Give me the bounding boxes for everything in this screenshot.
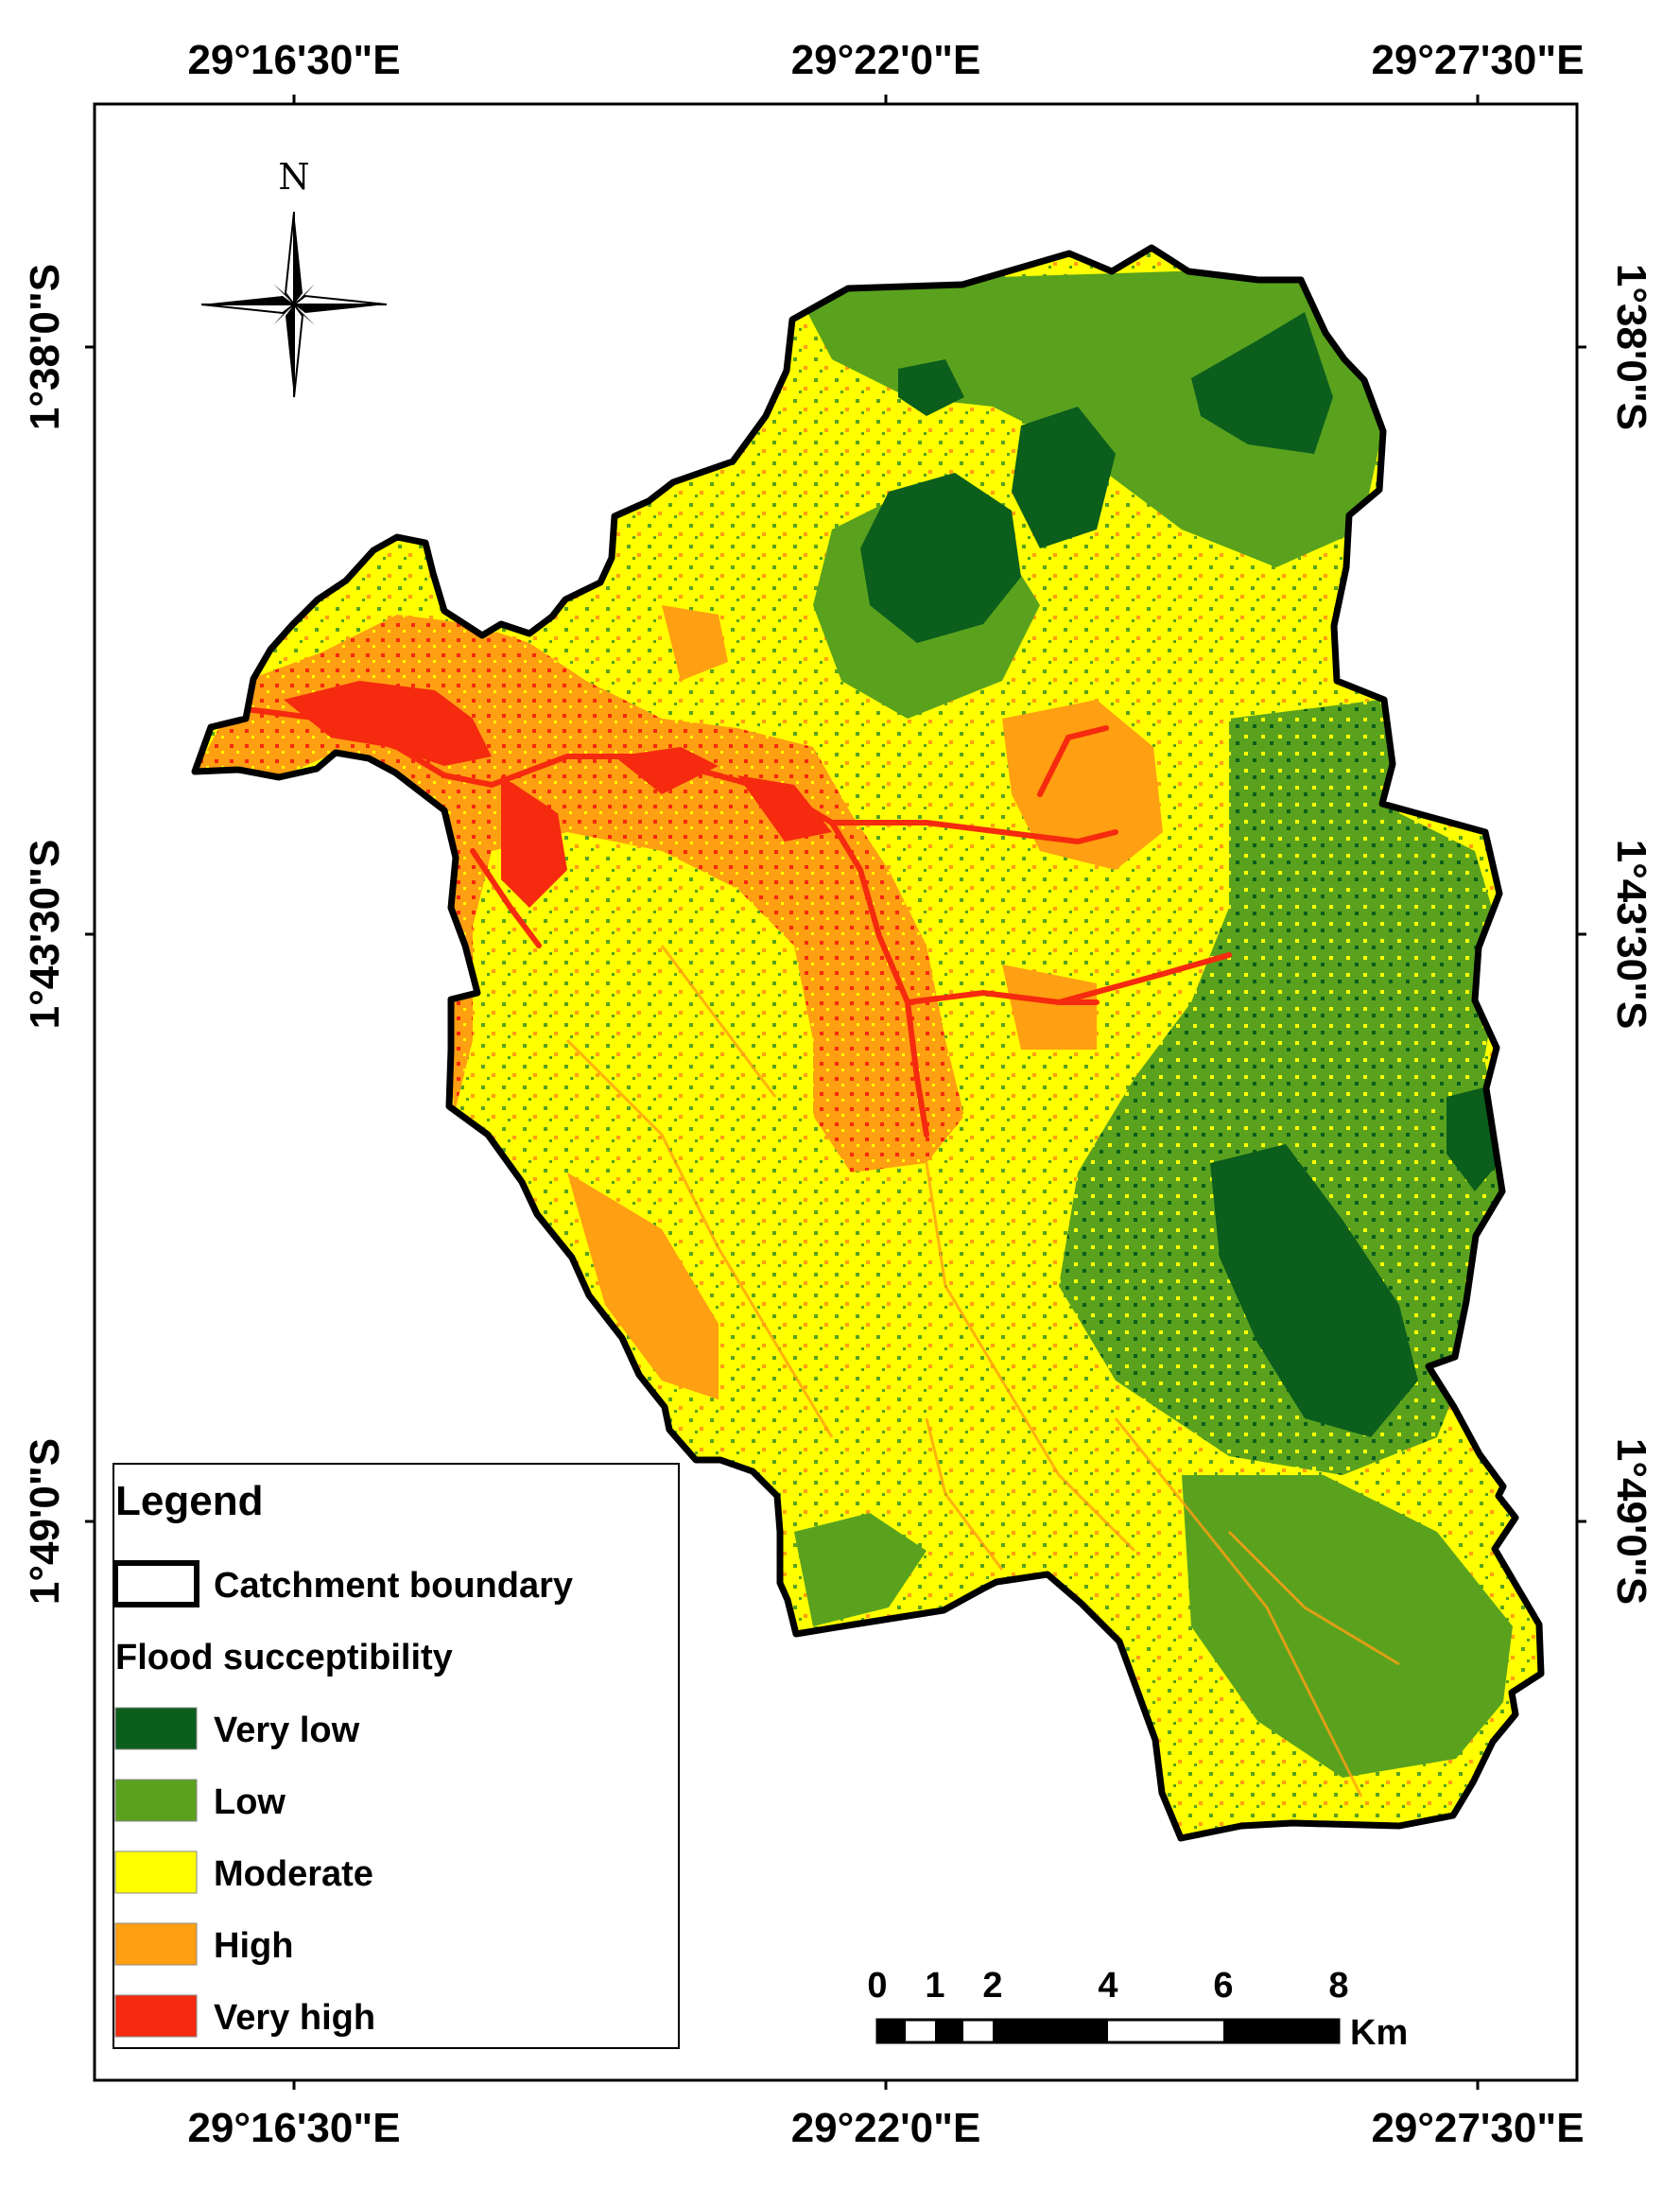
scale-tick-4: 4 [1098,1966,1117,2006]
legend-boundary-swatch [113,1560,199,1607]
lon-label-bottom-1: 29°16'30"E [187,2105,400,2151]
scale-tick-6: 6 [1213,1966,1233,2006]
north-letter: N [278,156,309,198]
scale-tick-1: 1 [925,1966,944,2006]
lat-label-right-3: 1°49'0"S [1608,1438,1654,1605]
legend-label-very-low: Very low [214,1711,360,1750]
legend-label-low: Low [214,1782,286,1822]
minor-streams [565,945,1400,1798]
legend-swatch-very-high [114,1994,198,2038]
legend-swatch-moderate [114,1850,198,1894]
lat-label-left-1: 1°38'0"S [22,264,68,430]
zone-very-low [860,312,1498,1437]
lat-label-left-3: 1°49'0"S [22,1438,68,1605]
lon-label-top-1: 29°16'30"E [187,37,400,83]
legend-label-high: High [214,1926,293,1966]
legend-swatch-low [114,1779,198,1822]
scale-bar: 0 1 2 4 6 8 Km [867,1966,1408,2053]
lon-label-top-3: 29°27'30"E [1371,37,1584,83]
lon-label-bottom-3: 29°27'30"E [1371,2105,1584,2151]
lat-label-left-2: 1°43'30"S [22,840,68,1030]
scale-tick-8: 8 [1328,1966,1348,2006]
legend-label-moderate: Moderate [214,1854,373,1894]
legend-swatch-high [114,1922,198,1966]
lat-label-right-2: 1°43'30"S [1608,840,1654,1030]
legend-boundary-label: Catchment boundary [214,1566,573,1606]
legend-panel: Legend Catchment boundary Flood succepti… [113,1463,680,2049]
scale-tick-2: 2 [982,1966,1002,2006]
lon-label-top-2: 29°22'0"E [791,37,981,83]
drainage-network [243,706,1232,1138]
legend-label-very-high: Very high [214,1998,375,2038]
zone-high-speckle [195,615,964,1173]
zone-low-speckle [1059,700,1513,1475]
legend-title: Legend [115,1478,263,1524]
scale-tick-0: 0 [867,1966,887,2006]
legend-items: Very low Low Moderate High Very high [114,1707,375,2038]
frame-ticks [85,95,1586,2090]
lat-label-right-1: 1°38'0"S [1608,264,1654,430]
legend-subtitle: Flood succeptibility [115,1638,453,1677]
scale-unit: Km [1350,2013,1408,2053]
legend-swatch-very-low [114,1707,198,1750]
lon-label-bottom-2: 29°22'0"E [791,2105,981,2151]
north-arrow-compass-icon: N [200,156,388,398]
